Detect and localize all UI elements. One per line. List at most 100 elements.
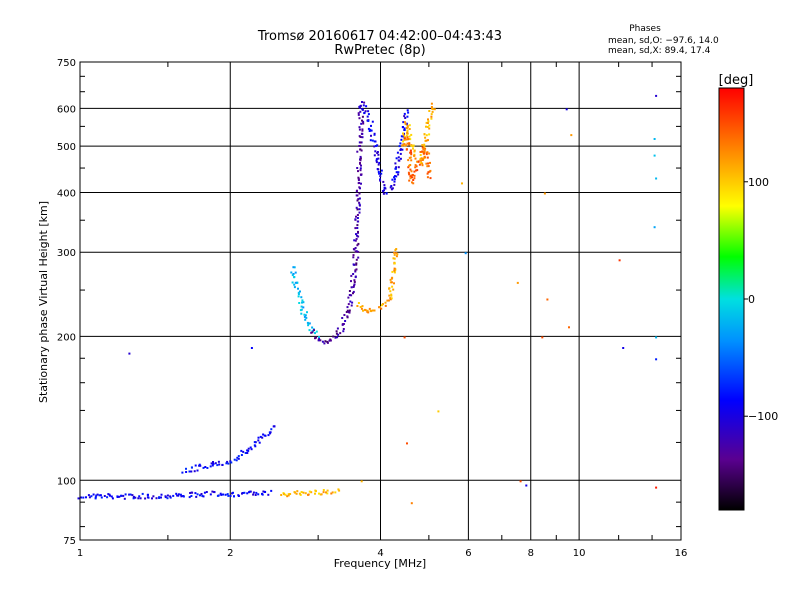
data-point (151, 497, 153, 500)
data-point (299, 309, 302, 312)
data-point (390, 281, 393, 284)
data-point (393, 282, 395, 285)
data-point (395, 248, 398, 250)
data-point (110, 495, 113, 498)
data-point (129, 493, 132, 496)
data-point (419, 151, 422, 153)
data-point (355, 233, 357, 236)
data-point (355, 258, 358, 261)
data-point (258, 441, 261, 444)
data-point (280, 494, 283, 496)
data-point (425, 153, 428, 156)
data-point (425, 125, 427, 128)
data-point (359, 159, 362, 162)
data-point (367, 311, 370, 314)
data-point (181, 471, 184, 474)
data-point (230, 461, 233, 464)
data-point (180, 495, 183, 498)
data-point (397, 171, 400, 174)
data-point (331, 491, 334, 494)
data-point (301, 301, 303, 304)
data-point (402, 135, 405, 138)
data-point (293, 283, 296, 286)
data-point (402, 140, 405, 143)
data-point (227, 462, 230, 465)
data-point (516, 281, 519, 284)
data-point (305, 316, 308, 319)
data-point (87, 494, 90, 497)
data-point (406, 136, 409, 139)
data-point (412, 182, 415, 185)
data-point (388, 294, 391, 297)
x-axis-label: Frequency [MHz] (334, 557, 426, 570)
data-point (98, 494, 101, 497)
data-point (369, 139, 372, 142)
data-point (399, 149, 402, 151)
data-point (357, 112, 360, 115)
data-point (290, 271, 293, 274)
data-point (242, 450, 245, 453)
data-point (399, 152, 402, 155)
data-point (370, 134, 372, 137)
data-point (360, 182, 362, 185)
data-point (313, 329, 315, 332)
grid-lines (80, 62, 681, 540)
data-point (371, 309, 374, 312)
data-point (378, 161, 381, 164)
data-point (346, 315, 349, 318)
data-point (362, 104, 365, 107)
data-point (421, 146, 424, 149)
data-point (237, 455, 240, 458)
data-point (361, 305, 364, 308)
data-point (219, 492, 222, 495)
data-point (255, 491, 258, 494)
y-tick-label: 750 (57, 58, 76, 69)
data-point (267, 434, 270, 437)
data-point (257, 493, 260, 496)
data-point (342, 323, 345, 325)
data-point (413, 150, 416, 153)
data-point (295, 492, 298, 495)
data-point (389, 186, 392, 189)
data-point (96, 493, 99, 496)
data-point (352, 290, 355, 293)
data-point (137, 497, 140, 500)
data-point (423, 145, 426, 148)
data-point (375, 145, 377, 147)
data-point (408, 179, 411, 182)
data-point (391, 285, 394, 288)
data-point (315, 336, 318, 339)
data-point (324, 340, 327, 343)
data-point (124, 493, 127, 496)
data-point (390, 297, 393, 300)
data-point (283, 493, 286, 496)
data-point (396, 253, 399, 256)
data-point (354, 247, 357, 249)
data-point (408, 135, 411, 138)
data-point (359, 105, 362, 107)
data-point (365, 105, 368, 108)
data-point (386, 299, 389, 302)
data-point (410, 144, 413, 147)
data-point (408, 164, 411, 167)
data-point (344, 320, 347, 322)
data-point (370, 129, 373, 132)
data-point (400, 138, 403, 141)
data-point (358, 117, 361, 120)
data-point (400, 135, 403, 138)
data-point (232, 491, 234, 494)
data-point (377, 163, 380, 166)
data-point (357, 256, 360, 259)
data-point (155, 497, 158, 500)
data-point (179, 493, 182, 496)
data-point (464, 252, 467, 255)
data-point (182, 495, 185, 498)
data-point (427, 118, 429, 121)
data-point (363, 112, 366, 115)
data-point (190, 470, 193, 473)
data-point (330, 492, 333, 495)
x-tick-label: 16 (675, 548, 688, 559)
data-point (175, 492, 178, 495)
data-point (410, 159, 413, 162)
